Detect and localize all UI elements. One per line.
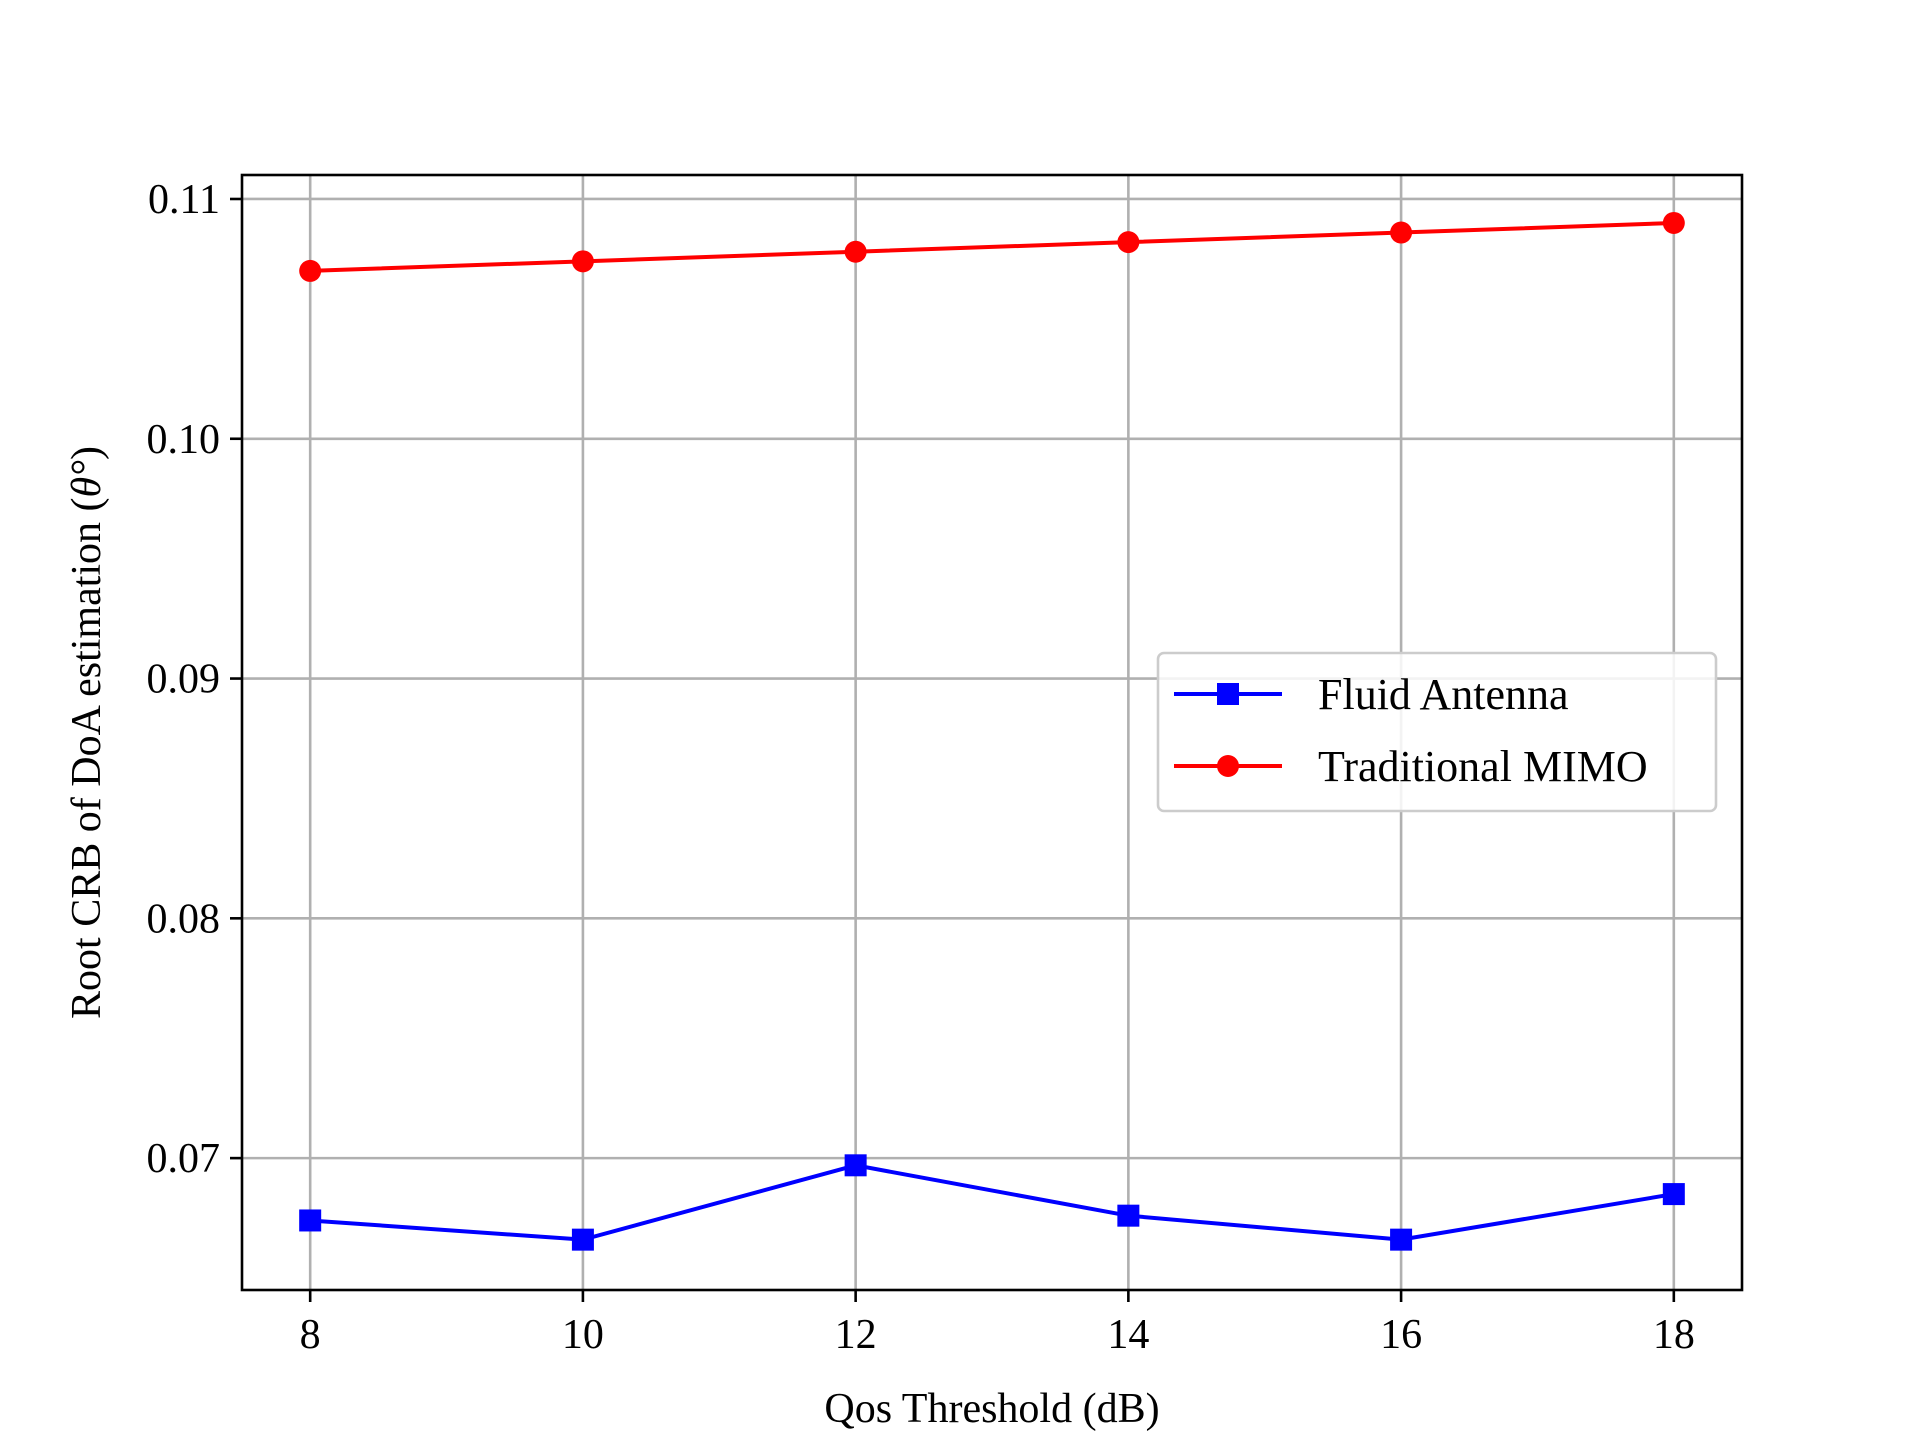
x-tick-label: 14 [1107,1312,1149,1358]
series-line-traditional-mimo [310,220,1674,273]
y-tick-label: 0.10 [147,417,221,463]
series-layer [299,211,1685,1251]
legend-label: Fluid Antenna [1318,670,1569,719]
ticks: 8 10 12 14 16 18 0.07 0.08 0.09 0.10 0.11 [147,177,1695,1358]
data-point-traditional-mimo [299,259,322,282]
legend-entry-traditional-mimo: Traditional MIMO [1174,742,1648,791]
legend: Fluid Antenna Traditional MIMO [1156,651,1718,813]
data-point-traditional-mimo [571,250,594,273]
y-tick-label: 0.11 [148,177,220,223]
y-axis-label-close: ) [64,446,110,460]
series-fluid-antenna [299,1154,1685,1251]
data-point-traditional-mimo [1662,211,1685,234]
y-tick-label: 0.07 [147,1136,221,1182]
data-point-fluid-antenna [1390,1228,1413,1251]
series-line-fluid-antenna [310,1163,1675,1242]
legend-entry-fluid-antenna: Fluid Antenna [1174,670,1569,719]
x-tick-label: 10 [562,1312,604,1358]
x-axis-label: Qos Threshold (dB) [824,1386,1159,1432]
data-point-traditional-mimo [1117,231,1140,254]
y-tick-label: 0.09 [147,657,221,703]
legend-label: Traditional MIMO [1318,742,1648,791]
data-point-fluid-antenna [299,1209,322,1232]
legend-marker [1217,683,1239,705]
y-axis-label-symbol: θ° [64,460,110,498]
data-point-fluid-antenna [571,1228,594,1251]
x-tick-label: 8 [300,1312,321,1358]
y-tick-label: 0.08 [147,896,221,942]
x-tick-label: 12 [835,1312,877,1358]
legend-box [1156,651,1718,813]
plot-frame [240,173,1744,1292]
x-tick-label: 16 [1380,1312,1422,1358]
data-point-fluid-antenna [844,1154,867,1177]
data-point-fluid-antenna [1662,1183,1685,1206]
data-point-traditional-mimo [844,240,867,263]
data-point-traditional-mimo [1390,221,1413,244]
y-axis-label-main: Root CRB of DoA estimation ( [64,497,110,1019]
y-axis-label: Root CRB of DoA estimation (θ°) [64,446,110,1019]
series-traditional-mimo [299,211,1685,282]
data-point-fluid-antenna [1117,1204,1140,1227]
legend-marker [1217,755,1239,777]
x-tick-label: 18 [1653,1312,1695,1358]
